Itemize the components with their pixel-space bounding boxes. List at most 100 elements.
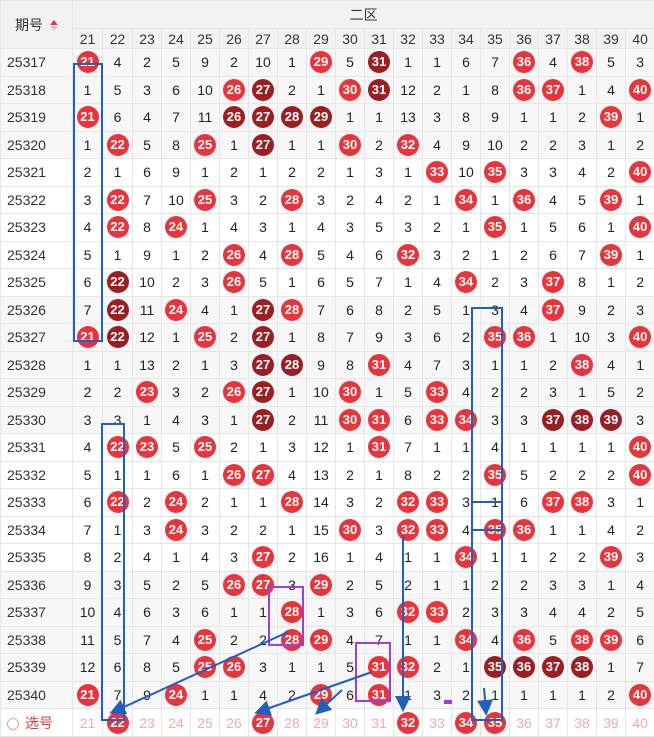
number-cell: 28 xyxy=(278,186,307,214)
select-number-cell[interactable]: 36 xyxy=(510,709,539,737)
number-cell: 1 xyxy=(423,571,452,599)
select-number-cell[interactable]: 37 xyxy=(539,709,568,737)
select-number-cell[interactable]: 39 xyxy=(597,709,626,737)
number-cell: 10 xyxy=(568,324,597,352)
drawn-ball: 25 xyxy=(194,629,216,651)
drawn-ball: 33 xyxy=(426,381,448,403)
number-cell: 34 xyxy=(452,269,481,297)
number-cell: 36 xyxy=(510,324,539,352)
select-number-cell[interactable]: 30 xyxy=(336,709,365,737)
select-number-cell[interactable]: 31 xyxy=(365,709,394,737)
number-cell: 4 xyxy=(568,159,597,187)
number-cell: 26 xyxy=(220,571,249,599)
number-cell: 9 xyxy=(133,241,162,269)
number-cell: 1 xyxy=(481,681,510,709)
number-cell: 24 xyxy=(162,296,191,324)
number-cell: 8 xyxy=(162,131,191,159)
selected-ball[interactable]: 34 xyxy=(455,712,477,734)
number-cell: 3 xyxy=(452,489,481,517)
number-cell: 8 xyxy=(307,324,336,352)
number-cell: 22 xyxy=(103,489,133,517)
number-cell: 6 xyxy=(336,681,365,709)
select-number-cell[interactable]: 33 xyxy=(423,709,452,737)
number-cell: 3 xyxy=(249,654,278,682)
number-cell: 34 xyxy=(452,544,481,572)
sort-icon[interactable] xyxy=(50,20,58,31)
number-cell: 3 xyxy=(133,76,162,104)
number-cell: 31 xyxy=(365,681,394,709)
number-cell: 38 xyxy=(568,626,597,654)
number-cell: 4 xyxy=(597,516,626,544)
select-number-cell[interactable]: 23 xyxy=(133,709,162,737)
number-cell: 4 xyxy=(539,49,568,77)
select-number-cell[interactable]: 24 xyxy=(162,709,191,737)
drawn-ball: 22 xyxy=(107,436,129,458)
drawn-ball: 38 xyxy=(571,409,593,431)
select-number-cell[interactable]: 32 xyxy=(394,709,423,737)
number-cell: 5 xyxy=(162,654,191,682)
number-cell: 2 xyxy=(423,76,452,104)
column-header-31: 31 xyxy=(365,29,394,49)
select-number-cell[interactable]: 35 xyxy=(481,709,510,737)
selected-ball[interactable]: 27 xyxy=(252,712,274,734)
number-cell: 2 xyxy=(539,351,568,379)
select-number-cell[interactable]: 38 xyxy=(568,709,597,737)
number-cell: 26 xyxy=(220,461,249,489)
number-cell: 3 xyxy=(510,269,539,297)
select-number-cell[interactable]: 22 xyxy=(103,709,133,737)
number-cell: 33 xyxy=(423,379,452,407)
select-number-cell[interactable]: 29 xyxy=(307,709,336,737)
select-number-cell[interactable]: 40 xyxy=(626,709,654,737)
select-row-label[interactable]: 选号 xyxy=(1,709,73,737)
drawn-ball: 28 xyxy=(281,629,303,651)
number-cell: 1 xyxy=(394,269,423,297)
period-cell: 25325 xyxy=(1,269,73,297)
number-cell: 2 xyxy=(220,49,249,77)
select-number-cell[interactable]: 26 xyxy=(220,709,249,737)
number-cell: 7 xyxy=(162,104,191,132)
drawn-ball: 22 xyxy=(107,299,129,321)
number-cell: 4 xyxy=(191,544,220,572)
select-number-cell[interactable]: 21 xyxy=(73,709,103,737)
selected-ball[interactable]: 22 xyxy=(107,712,129,734)
drawn-ball: 26 xyxy=(223,464,245,486)
drawn-ball: 31 xyxy=(368,409,390,431)
number-cell: 13 xyxy=(133,351,162,379)
number-cell: 1 xyxy=(73,131,103,159)
select-number-cell[interactable]: 25 xyxy=(191,709,220,737)
number-cell: 4 xyxy=(510,296,539,324)
number-cell: 4 xyxy=(220,214,249,242)
selected-ball[interactable]: 35 xyxy=(484,712,506,734)
number-cell: 25 xyxy=(191,654,220,682)
drawn-ball: 32 xyxy=(397,601,419,623)
select-number-cell[interactable]: 34 xyxy=(452,709,481,737)
number-cell: 1 xyxy=(73,76,103,104)
number-cell: 3 xyxy=(162,599,191,627)
select-number-cell[interactable]: 28 xyxy=(278,709,307,737)
number-cell: 1 xyxy=(307,654,336,682)
number-cell: 36 xyxy=(510,626,539,654)
number-cell: 3 xyxy=(481,296,510,324)
select-number-cell[interactable]: 27 xyxy=(249,709,278,737)
drawn-ball: 26 xyxy=(223,244,245,266)
drawn-ball: 39 xyxy=(600,244,622,266)
select-radio[interactable] xyxy=(7,718,19,730)
number-cell: 24 xyxy=(162,214,191,242)
drawn-ball: 25 xyxy=(194,656,216,678)
number-cell: 22 xyxy=(103,131,133,159)
number-cell: 9 xyxy=(452,131,481,159)
number-cell: 1 xyxy=(597,434,626,462)
number-cell: 31 xyxy=(365,76,394,104)
period-header[interactable]: 期号 xyxy=(1,1,73,49)
selected-ball[interactable]: 32 xyxy=(397,712,419,734)
number-cell: 9 xyxy=(162,159,191,187)
